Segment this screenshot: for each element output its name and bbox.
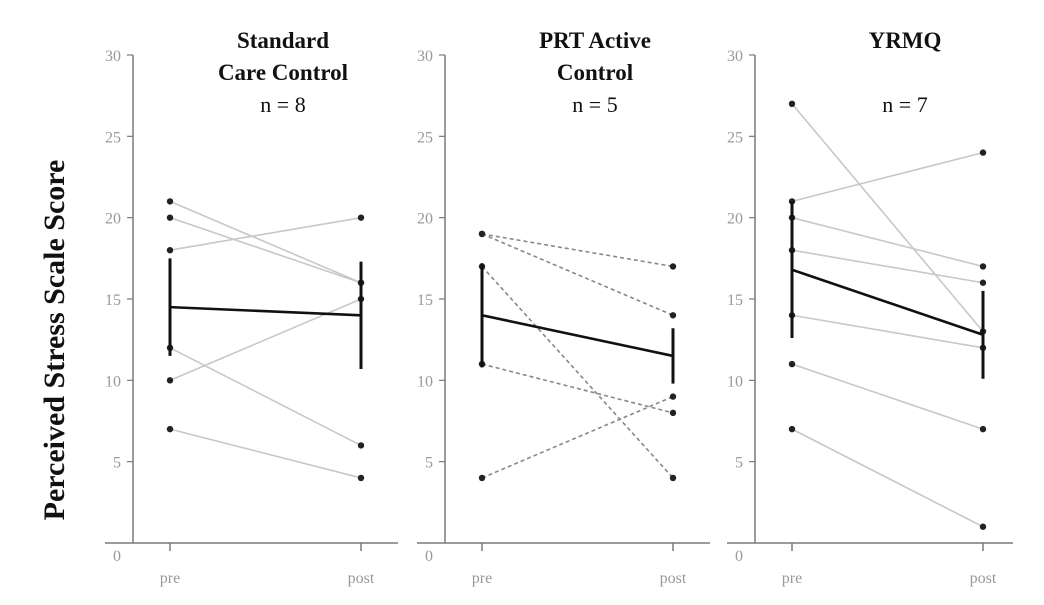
subject-point-pre: [478, 230, 486, 238]
subject-line: [169, 216, 362, 251]
subject-line: [481, 265, 674, 479]
y-tick-label: 10: [417, 373, 433, 390]
y-tick-label: 10: [727, 373, 743, 390]
subject-point-post: [357, 442, 365, 449]
y-axis-label: Perceived Stress Scale Score: [38, 160, 71, 521]
subject-point-pre: [788, 100, 796, 108]
subject-line: [791, 151, 984, 203]
panel-title-line-2: Care Control: [218, 60, 348, 85]
y-zero-label: 0: [425, 548, 433, 565]
subject-line: [169, 216, 362, 284]
x-tick-label-post: post: [970, 570, 997, 587]
subject-line: [791, 363, 984, 430]
y-tick-label: 25: [417, 129, 433, 146]
subject-point-pre: [166, 247, 174, 254]
subject-point-pre: [166, 214, 174, 221]
y-tick-label: 15: [727, 292, 743, 309]
x-tick-label-post: post: [348, 570, 375, 587]
subject-line: [481, 363, 674, 414]
y-tick-label: 20: [417, 211, 433, 228]
subject-point-post: [357, 474, 365, 482]
y-tick-label: 20: [727, 211, 743, 228]
subject-line: [169, 347, 362, 447]
subject-line: [791, 103, 984, 333]
subject-line: [481, 233, 674, 317]
y-tick-label: 5: [113, 455, 121, 472]
panel-title-line-2: Control: [557, 60, 633, 85]
y-zero-label: 0: [735, 548, 743, 565]
y-tick-label: 25: [105, 129, 121, 146]
panel-2: 5 10 15 20 25 30 0 pre post PRT Active Control n = …: [417, 28, 710, 587]
panel-title-line-1: YRMQ: [869, 28, 942, 53]
subject-line: [791, 216, 984, 268]
panel-title-line-1: PRT Active: [539, 28, 651, 53]
y-tick-label: 15: [105, 292, 121, 309]
y-zero-label: 0: [113, 548, 121, 565]
y-tick-label: 30: [105, 48, 121, 65]
subject-point-post: [979, 425, 987, 433]
subject-point-pre: [788, 425, 796, 433]
y-tick-label: 25: [727, 129, 743, 146]
panel-title-line-1: Standard: [237, 28, 329, 53]
subject-point-post: [669, 312, 677, 319]
subject-line: [791, 428, 984, 528]
subject-line: [169, 298, 362, 382]
x-tick-label-post: post: [660, 570, 687, 587]
subject-point-post: [669, 474, 677, 482]
subject-point-post: [979, 263, 987, 270]
subject-point-post: [669, 263, 677, 270]
subject-line: [481, 233, 674, 268]
subject-line: [169, 200, 362, 284]
subject-point-post: [979, 523, 987, 530]
subject-point-post: [979, 149, 987, 156]
y-tick-label: 10: [105, 373, 121, 390]
y-tick-label: 30: [727, 48, 743, 65]
subject-point-pre: [166, 377, 174, 384]
subject-line: [481, 395, 674, 479]
y-tick-label: 5: [425, 455, 433, 472]
subject-point-pre: [788, 360, 796, 368]
subject-point-pre: [166, 425, 174, 433]
x-tick-label-pre: pre: [782, 570, 802, 587]
subject-line: [791, 314, 984, 349]
y-tick-label: 30: [417, 48, 433, 65]
panel-n-label: n = 5: [572, 92, 617, 117]
panel-3: 5 10 15 20 25 30 0 pre post YRMQ n = 7: [727, 28, 1013, 587]
x-tick-label-pre: pre: [160, 570, 180, 587]
subject-point-pre: [478, 474, 486, 482]
subject-line: [169, 428, 362, 479]
mean-line: [169, 305, 362, 317]
y-tick-label: 15: [417, 292, 433, 309]
panel-n-label: n = 8: [260, 92, 305, 117]
panel-1: 5 10 15 20 25 30 0 pre post Standard Care Control n…: [105, 28, 398, 587]
panel-n-label: n = 7: [882, 92, 927, 117]
mean-line: [791, 268, 984, 337]
x-tick-label-pre: pre: [472, 570, 492, 587]
subject-point-post: [357, 214, 365, 221]
subject-point-post: [669, 409, 677, 417]
subject-point-post: [669, 393, 677, 400]
subject-point-post: [979, 279, 987, 286]
mean-line: [481, 313, 674, 358]
subject-point-pre: [166, 198, 174, 205]
y-tick-label: 20: [105, 211, 121, 228]
y-tick-label: 5: [735, 455, 743, 472]
subject-line: [791, 249, 984, 284]
